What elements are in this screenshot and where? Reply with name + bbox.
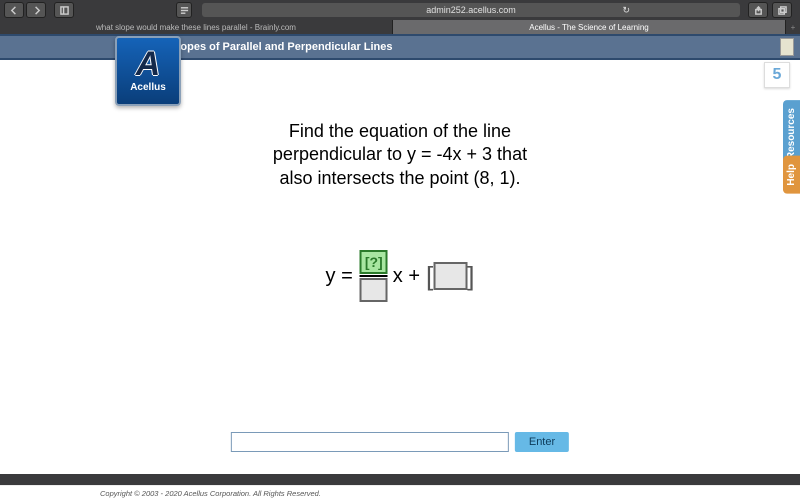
footer: Copyright © 2003 - 2020 Acellus Corporat…	[0, 485, 800, 500]
share-button[interactable]	[748, 2, 768, 18]
back-button[interactable]	[4, 2, 24, 18]
question-line2: perpendicular to y = -4x + 3 that	[190, 143, 610, 166]
footer-text: Copyright © 2003 - 2020 Acellus Corporat…	[100, 489, 321, 498]
address-text: admin252.acellus.com	[426, 5, 516, 15]
lesson-title: Slopes of Parallel and Perpendicular Lin…	[170, 41, 393, 53]
eq-x: x +	[393, 265, 420, 288]
tab-acellus[interactable]: Acellus - The Science of Learning	[393, 20, 786, 34]
flag-icon[interactable]	[780, 38, 794, 56]
new-tab-button[interactable]: +	[786, 20, 800, 34]
denominator-blank[interactable]	[360, 278, 388, 302]
answer-equation: y = [?] x + [ ]	[326, 250, 475, 302]
enter-button[interactable]: Enter	[515, 432, 569, 452]
question-line3: also intersects the point (8, 1).	[190, 167, 610, 190]
tab-brainly[interactable]: what slope would make these lines parall…	[0, 20, 393, 34]
sidebar-button[interactable]	[54, 2, 74, 18]
constant-blank[interactable]	[433, 262, 467, 290]
answer-input[interactable]	[231, 432, 509, 452]
question-text: Find the equation of the line perpendicu…	[190, 120, 610, 190]
answer-input-row: Enter	[231, 432, 569, 452]
eq-y: y =	[326, 265, 353, 288]
content-area: Find the equation of the line perpendicu…	[0, 60, 800, 460]
lbracket: [	[426, 261, 433, 292]
fraction-bar	[360, 275, 388, 277]
question-line1: Find the equation of the line	[190, 120, 610, 143]
fraction: [?]	[360, 250, 388, 302]
browser-toolbar: admin252.acellus.com ↻	[0, 0, 800, 20]
rbracket: ]	[467, 261, 474, 292]
reader-button[interactable]	[176, 2, 192, 18]
tabs-button[interactable]	[772, 2, 792, 18]
forward-button[interactable]	[26, 2, 46, 18]
numerator-blank[interactable]: [?]	[360, 250, 388, 274]
address-bar[interactable]: admin252.acellus.com ↻	[202, 3, 740, 17]
browser-tabs: what slope would make these lines parall…	[0, 20, 800, 34]
